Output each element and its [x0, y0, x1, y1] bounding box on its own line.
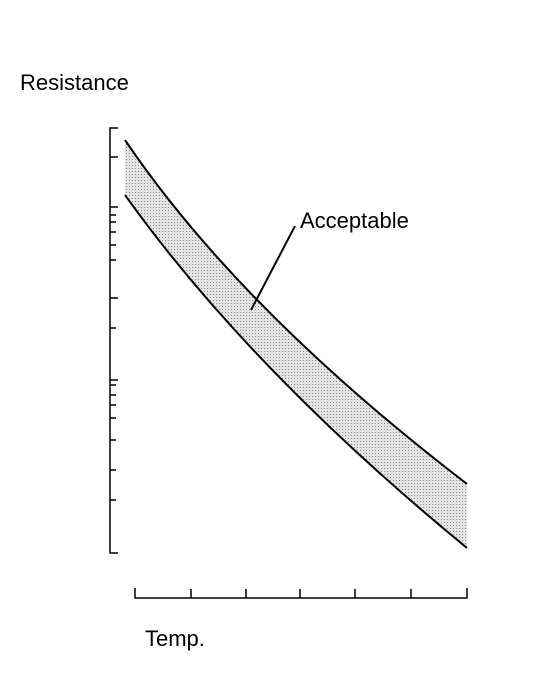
y-axis — [109, 127, 118, 554]
band-label: Acceptable — [300, 208, 409, 233]
x-axis-label: Temp. — [145, 626, 205, 651]
acceptable-band — [125, 140, 467, 548]
leader-line — [250, 225, 296, 311]
x-axis — [134, 588, 468, 599]
upper-limit-curve — [124, 139, 468, 485]
y-axis-label: Resistance — [20, 70, 129, 95]
lower-limit-curve — [124, 194, 468, 549]
